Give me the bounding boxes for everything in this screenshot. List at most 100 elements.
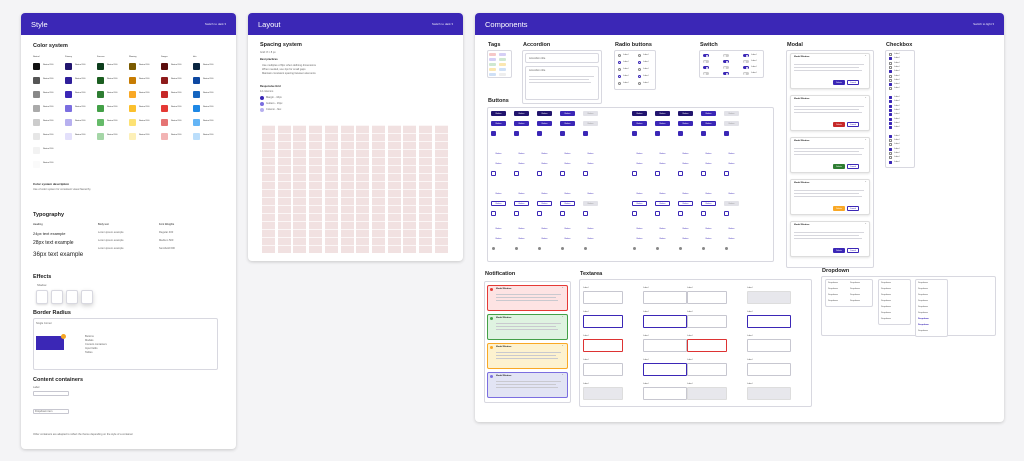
dropdown-menu[interactable] (825, 279, 873, 307)
toggle-switch[interactable] (703, 60, 709, 63)
button-sample[interactable]: Button (728, 152, 735, 155)
button-sample[interactable]: Button (583, 201, 598, 206)
button-sample[interactable]: Button (728, 162, 735, 165)
checkbox[interactable] (889, 87, 892, 91)
modal-cancel-button[interactable]: Cancel (847, 164, 859, 169)
toggle-switch[interactable] (743, 72, 749, 75)
button-sample[interactable]: Button (728, 237, 735, 240)
button-sample[interactable]: Button (682, 227, 689, 230)
button-sample[interactable]: Button (728, 227, 735, 230)
textarea-field[interactable] (583, 291, 623, 304)
button-sample[interactable]: Button (518, 162, 525, 165)
dropdown-option[interactable]: Dropdown (918, 318, 929, 320)
textarea-field[interactable] (643, 363, 687, 376)
radio-button[interactable] (618, 75, 621, 78)
button-sample[interactable]: Button (659, 192, 666, 195)
button-sample[interactable]: Button (655, 111, 670, 116)
tag-chip[interactable] (489, 68, 496, 71)
button-sample[interactable]: Button (682, 162, 689, 165)
button-sample[interactable]: Button (728, 192, 735, 195)
icon-button[interactable] (560, 171, 565, 176)
checkbox[interactable] (889, 160, 892, 164)
textarea-field[interactable] (687, 291, 727, 304)
modal-cancel-button[interactable]: Cancel (847, 122, 859, 127)
button-sample[interactable]: Button (537, 121, 552, 126)
button-sample[interactable]: Button (495, 162, 502, 165)
close-icon[interactable]: × (562, 345, 564, 347)
accordion-item-1[interactable] (525, 53, 599, 63)
icon-button[interactable] (655, 131, 660, 136)
button-sample[interactable]: Button (724, 111, 739, 116)
button-sample[interactable]: Button (514, 201, 529, 206)
toggle-switch[interactable] (723, 66, 729, 69)
toggle-switch[interactable] (703, 66, 709, 69)
dropdown-option[interactable]: Dropdown (881, 306, 891, 308)
modal-primary-button[interactable]: Delete (833, 164, 845, 169)
radio-button[interactable] (638, 75, 641, 78)
icon-button[interactable] (584, 247, 587, 250)
dropdown-option[interactable]: Dropdown (881, 300, 891, 302)
icon-button[interactable] (491, 131, 496, 136)
close-icon[interactable]: × (865, 181, 867, 183)
textarea-field[interactable] (747, 363, 791, 376)
button-sample[interactable]: Button (678, 201, 693, 206)
dropdown-option[interactable]: Dropdown (918, 312, 928, 314)
button-sample[interactable]: Button (724, 201, 739, 206)
dropdown-option[interactable]: Dropdown (828, 300, 838, 302)
button-sample[interactable]: Button (636, 192, 643, 195)
tag-chip[interactable] (489, 63, 496, 66)
dropdown-option[interactable]: Dropdown (828, 294, 838, 296)
icon-button[interactable] (632, 171, 637, 176)
checkbox[interactable] (889, 70, 892, 74)
tag-chip[interactable] (489, 58, 496, 61)
button-sample[interactable]: Button (659, 227, 666, 230)
close-icon[interactable]: × (865, 223, 867, 225)
icon-button[interactable] (491, 171, 496, 176)
modal-primary-button[interactable]: Delete (833, 248, 845, 253)
icon-button[interactable] (632, 131, 637, 136)
button-sample[interactable]: Button (560, 121, 575, 126)
button-sample[interactable]: Button (632, 111, 647, 116)
tag-chip[interactable] (489, 73, 496, 76)
button-sample[interactable]: Button (705, 227, 712, 230)
icon-button[interactable] (655, 211, 660, 216)
icon-button[interactable] (491, 211, 496, 216)
modal-primary-button[interactable]: Delete (833, 122, 845, 127)
container-input[interactable] (33, 391, 69, 396)
button-sample[interactable]: Button (541, 192, 548, 195)
toggle-switch[interactable] (743, 54, 749, 57)
toggle-switch[interactable] (743, 60, 749, 63)
textarea-field[interactable] (643, 291, 687, 304)
button-sample[interactable]: Button (537, 201, 552, 206)
checkbox[interactable] (889, 108, 892, 112)
dropdown-option[interactable]: Dropdown (881, 294, 891, 296)
button-sample[interactable]: Button (705, 192, 712, 195)
textarea-field[interactable] (583, 363, 623, 376)
icon-button[interactable] (514, 171, 519, 176)
checkbox[interactable] (889, 100, 892, 104)
button-sample[interactable]: Button (636, 152, 643, 155)
textarea-field[interactable] (687, 315, 727, 328)
button-sample[interactable]: Button (678, 121, 693, 126)
button-sample[interactable]: Button (564, 152, 571, 155)
modal-cancel-button[interactable]: Cancel (847, 80, 859, 85)
checkbox[interactable] (889, 104, 892, 108)
button-sample[interactable]: Button (682, 152, 689, 155)
button-sample[interactable]: Button (583, 111, 598, 116)
button-sample[interactable]: Button (560, 111, 575, 116)
dropdown-menu[interactable] (878, 279, 911, 325)
textarea-field[interactable] (643, 315, 687, 328)
icon-button[interactable] (560, 211, 565, 216)
dropdown-option[interactable]: Dropdown (918, 300, 928, 302)
tag-chip[interactable] (499, 68, 506, 71)
button-sample[interactable]: Button (659, 237, 666, 240)
button-sample[interactable]: Button (636, 227, 643, 230)
checkbox[interactable] (889, 117, 892, 121)
toggle-switch[interactable] (703, 72, 709, 75)
radio-button[interactable] (638, 61, 641, 64)
dropdown-option[interactable]: Dropdown (828, 288, 838, 290)
button-sample[interactable]: Button (583, 121, 598, 126)
icon-button[interactable] (724, 211, 729, 216)
icon-button[interactable] (678, 171, 683, 176)
button-sample[interactable]: Button (701, 121, 716, 126)
